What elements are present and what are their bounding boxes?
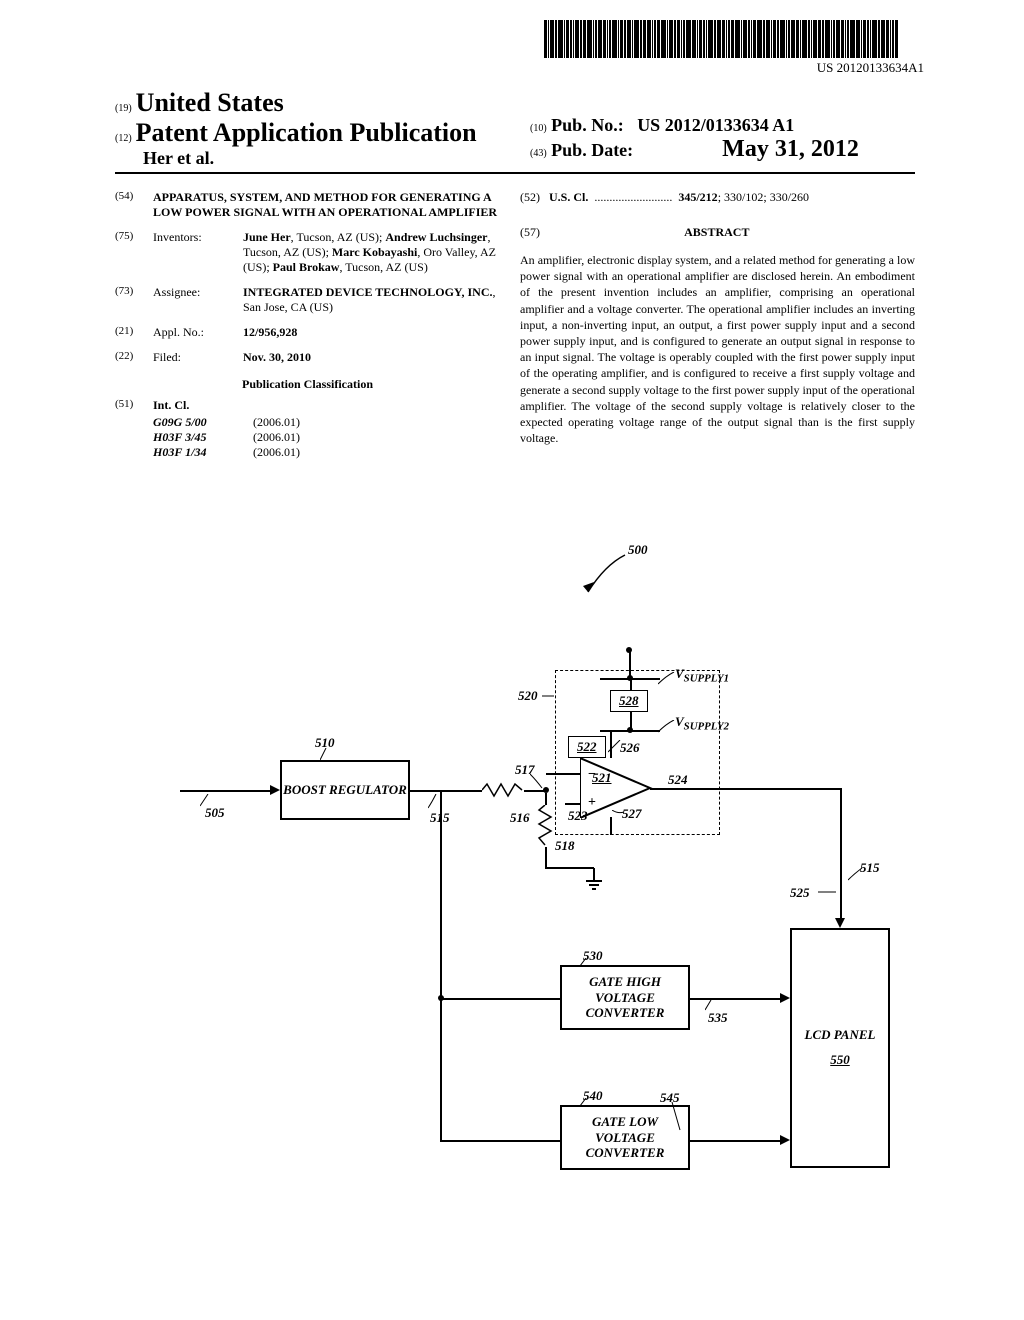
ref-518: 518 [555,838,575,854]
left-column: (54) APPARATUS, SYSTEM, AND METHOD FOR G… [115,190,500,460]
leader-545-icon [668,1102,682,1132]
leader-510-icon [320,748,332,762]
leader-vs1-icon [658,672,676,686]
inventors-value: June Her, Tucson, AZ (US); Andrew Luchsi… [243,230,500,275]
abstract-text: An amplifier, electronic display system,… [520,252,915,446]
vsupply1-label: VSUPPLY1 [675,666,729,685]
intcl-code-1: H03F 3/45 [153,430,253,445]
barcode-number: US 20120133634A1 [817,60,924,76]
box-528: 528 [610,690,648,712]
ref-521: 521 [592,770,612,786]
gate-high-box: GATE HIGH VOLTAGE CONVERTER [560,965,690,1030]
inventors-label: Inventors: [153,230,243,275]
pubtype-prefix: (12) [115,133,132,144]
uscl-label: U.S. Cl. [549,190,588,204]
filed-num: (22) [115,350,153,365]
barcode [544,20,924,58]
intcl-code-0: G09G 5/00 [153,415,253,430]
uscl-num: (52) [520,190,540,204]
intcl-num: (51) [115,398,153,413]
applno-value: 12/956,928 [243,325,297,339]
opamp-icon: − + [580,758,660,818]
ref-526: 526 [620,740,640,756]
ref-535: 535 [708,1010,728,1026]
ref-516: 516 [510,810,530,826]
boost-regulator-box: BOOST REGULATOR [280,760,410,820]
intcl-ver-0: (2006.01) [253,415,300,430]
applno-label: Appl. No.: [153,325,243,340]
header-left: (19) United States (12) Patent Applicati… [115,88,477,169]
assignee-value: INTEGRATED DEVICE TECHNOLOGY, INC., San … [243,285,500,315]
intcl-ver-1: (2006.01) [253,430,300,445]
leader-vs2-icon [658,720,676,734]
country-prefix: (19) [115,103,132,114]
filed-label: Filed: [153,350,243,365]
title-num: (54) [115,190,153,220]
header-right: (10) Pub. No.: US 2012/0133634 A1 (43) P… [530,115,859,163]
leader-520-icon [542,692,556,702]
leader-530-icon [580,958,592,968]
authors: Her et al. [143,148,214,168]
abstract-num: (57) [520,225,540,239]
title: APPARATUS, SYSTEM, AND METHOD FOR GENERA… [153,190,500,220]
ref-520: 520 [518,688,538,704]
pub-date: May 31, 2012 [722,136,859,162]
lcd-panel-box: LCD PANEL 550 [790,928,890,1168]
header-rule [115,172,915,174]
intcl-label: Int. Cl. [153,398,189,412]
pubno-label: Pub. No.: [551,115,624,135]
pub-no: US 2012/0133634 A1 [637,115,794,135]
ref-500: 500 [628,542,648,558]
intcl-ver-2: (2006.01) [253,445,300,460]
arrow-500-icon [580,550,640,605]
barcode-lines [544,20,924,58]
filed-value: Nov. 30, 2010 [243,350,311,364]
assignee-label: Assignee: [153,285,243,315]
pub-class-heading: Publication Classification [115,377,500,392]
abstract-heading: ABSTRACT [543,225,891,240]
assignee-num: (73) [115,285,153,315]
leader-515b-icon [848,868,864,882]
intcl-code-2: H03F 1/34 [153,445,253,460]
resistor-518-icon [537,805,553,847]
uscl-value-main: 345/212 [678,190,717,204]
applno-num: (21) [115,325,153,340]
leader-540-icon [580,1098,592,1108]
ref-523: 523 [568,808,588,824]
leader-517-icon [530,774,546,790]
circuit-figure: 500 505 BOOST REGULATOR 510 515 516 517 … [160,610,880,1170]
inventors-num: (75) [115,230,153,275]
country: United States [136,88,284,117]
leader-535-icon [705,1000,717,1012]
pubdate-prefix: (43) [530,148,547,159]
intcl-list: G09G 5/00 (2006.01) H03F 3/45 (2006.01) … [115,415,500,460]
ref-524: 524 [668,772,688,788]
pub-type: Patent Application Publication [136,118,477,147]
vsupply2-label: VSUPPLY2 [675,714,729,733]
uscl-value-rest: ; 330/102; 330/260 [718,190,809,204]
leader-527-icon [612,810,626,824]
resistor-516-icon [482,782,524,798]
box-522: 522 [568,736,606,758]
svg-text:+: + [588,795,596,810]
leader-525-icon [818,888,838,898]
pubno-prefix: (10) [530,123,547,134]
leader-505-icon [200,794,216,808]
ref-525: 525 [790,885,810,901]
right-column: (52) U.S. Cl. ..........................… [520,190,915,446]
pubdate-label: Pub. Date: [551,140,633,160]
